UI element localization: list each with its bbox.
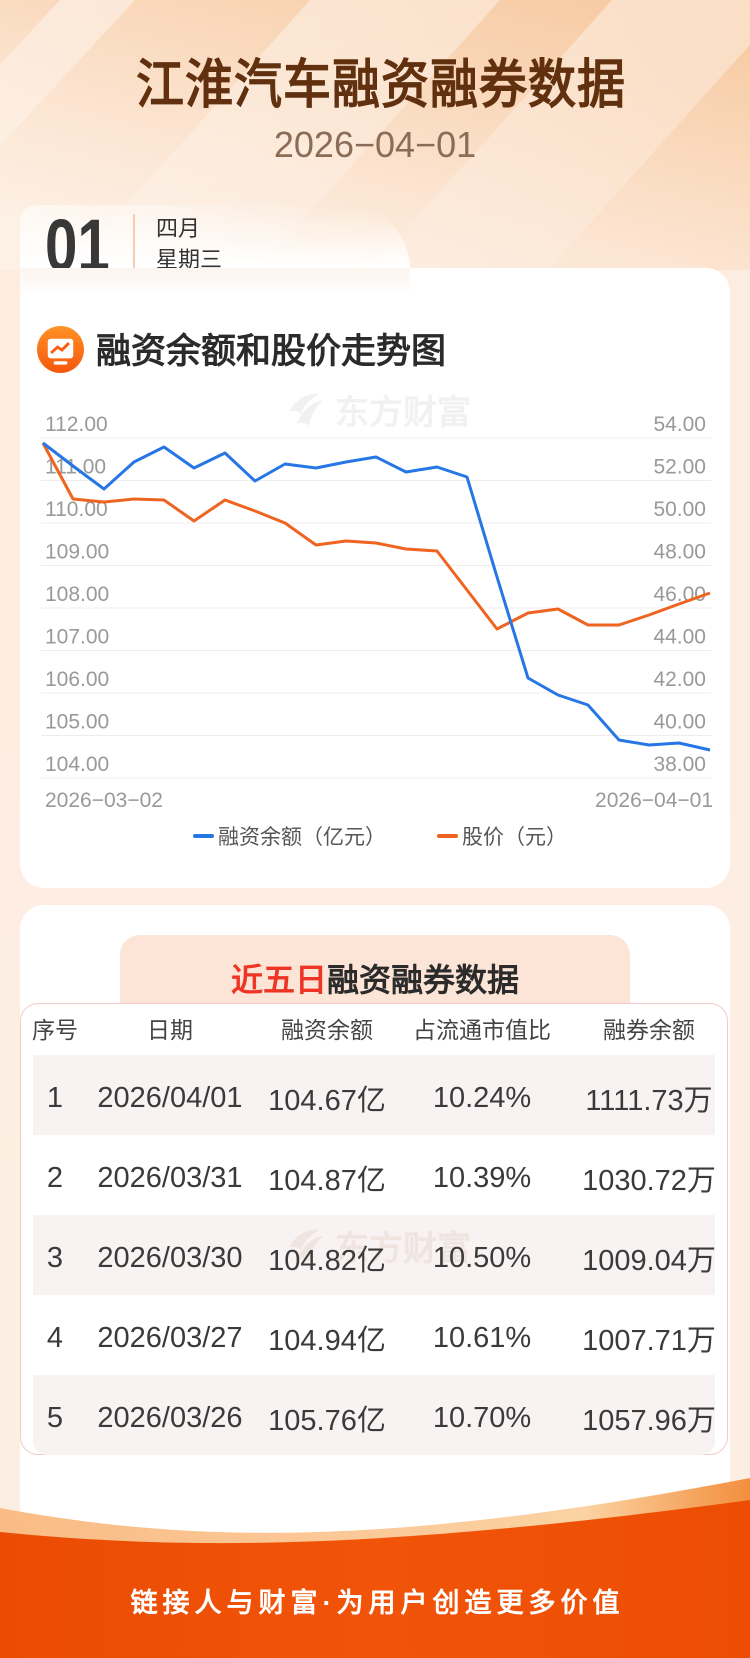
- svg-text:股价（元）: 股价（元）: [462, 826, 567, 849]
- svg-text:106.00: 106.00: [45, 668, 109, 691]
- svg-text:融资余额（亿元）: 融资余额（亿元）: [218, 826, 386, 849]
- svg-text:112.00: 112.00: [45, 413, 108, 436]
- svg-text:108.00: 108.00: [45, 583, 109, 606]
- svg-text:48.00: 48.00: [653, 541, 706, 564]
- svg-text:38.00: 38.00: [653, 753, 706, 776]
- svg-text:110.00: 110.00: [45, 498, 108, 521]
- svg-text:50.00: 50.00: [653, 498, 706, 521]
- svg-text:107.00: 107.00: [45, 626, 109, 649]
- svg-text:东方财富: 东方财富: [335, 393, 471, 432]
- svg-text:105.00: 105.00: [45, 711, 109, 734]
- svg-text:104.00: 104.00: [45, 753, 109, 776]
- svg-text:40.00: 40.00: [653, 711, 706, 734]
- svg-text:东方财富: 东方财富: [335, 1229, 471, 1268]
- svg-text:44.00: 44.00: [653, 626, 706, 649]
- svg-text:52.00: 52.00: [653, 456, 706, 479]
- svg-text:2026−04−01: 2026−04−01: [595, 789, 713, 812]
- svg-text:42.00: 42.00: [653, 668, 706, 691]
- svg-text:109.00: 109.00: [45, 541, 109, 564]
- svg-text:2026−03−02: 2026−03−02: [45, 789, 163, 812]
- svg-text:54.00: 54.00: [653, 413, 706, 436]
